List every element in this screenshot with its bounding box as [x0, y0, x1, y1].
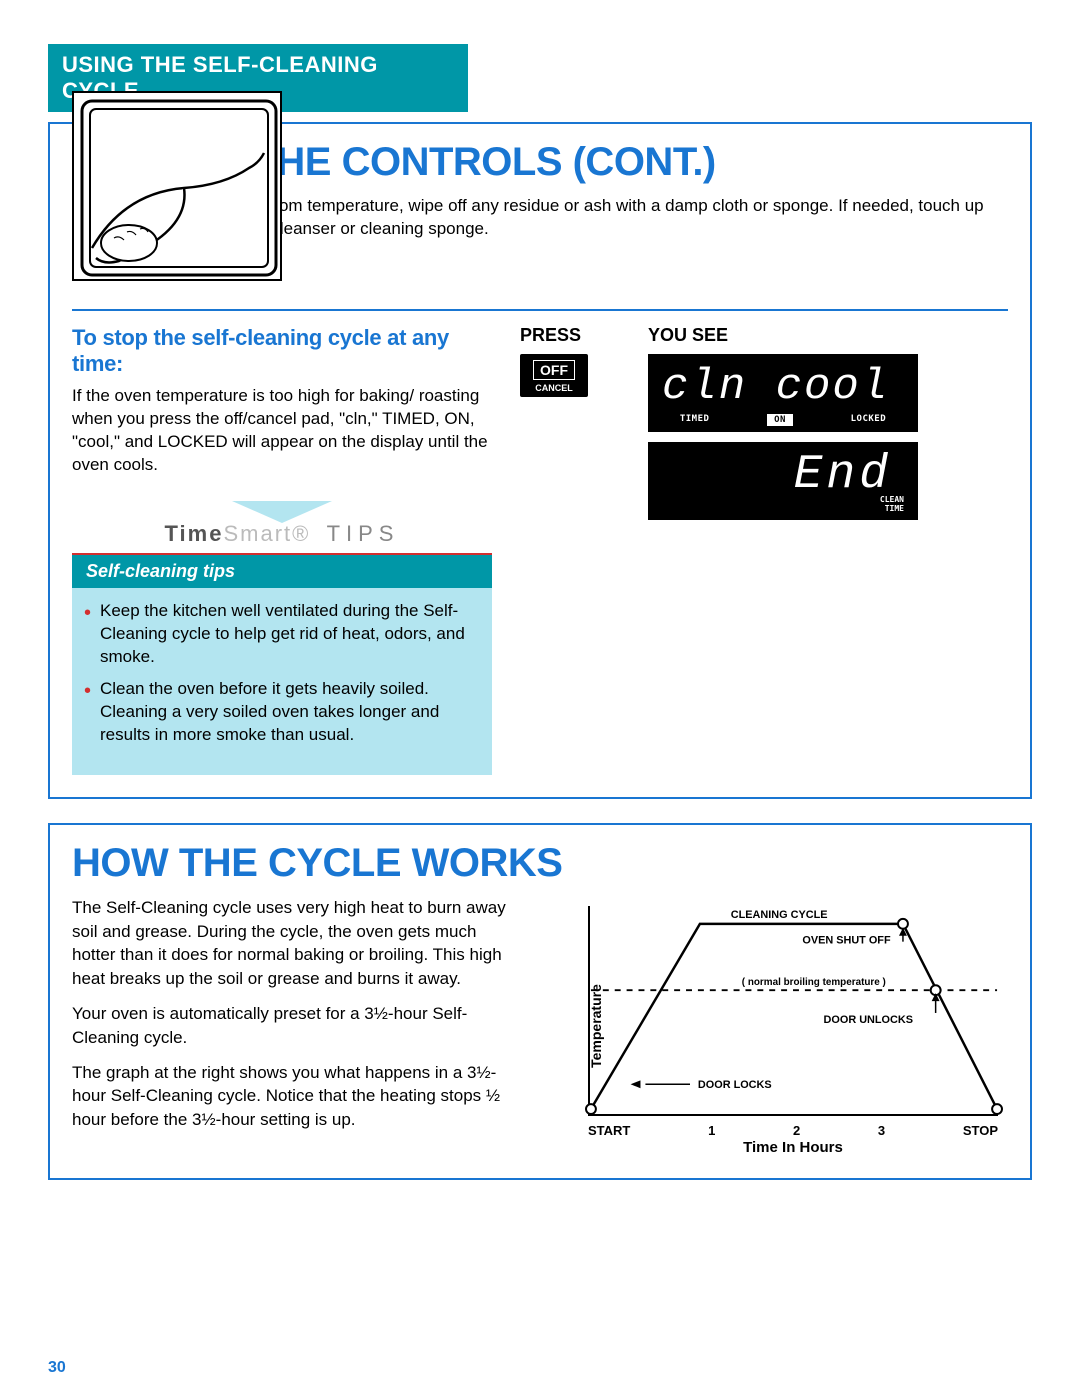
- press-label: PRESS: [520, 325, 630, 346]
- tick-2: 2: [793, 1123, 800, 1138]
- panel-setting-controls: SETTING THE CONTROLS (CONT.) 8. After th…: [48, 122, 1032, 799]
- off-cancel-button: OFF CANCEL: [520, 354, 588, 397]
- tip-item: Keep the kitchen well ventilated during …: [100, 600, 474, 669]
- lcd1-locked: LOCKED: [845, 414, 893, 426]
- svg-text:( normal broiling temperature: ( normal broiling temperature ): [742, 977, 886, 988]
- yousee-label: YOU SEE: [648, 325, 1008, 346]
- p2-para2: Your oven is automatically preset for a …: [72, 1002, 520, 1049]
- cancel-text: CANCEL: [526, 383, 582, 393]
- svg-text:DOOR UNLOCKS: DOOR UNLOCKS: [824, 1014, 913, 1026]
- lcd1-timed: TIMED: [674, 414, 716, 426]
- stop-body: If the oven temperature is too high for …: [72, 385, 502, 477]
- page-number: 30: [48, 1359, 66, 1377]
- chart-xlabel: Time In Hours: [588, 1139, 998, 1156]
- p2-para1: The Self-Cleaning cycle uses very high h…: [72, 896, 520, 990]
- svg-text:DOOR LOCKS: DOOR LOCKS: [698, 1079, 772, 1091]
- lcd2-time: TIME: [880, 505, 904, 514]
- lcd-display-1: cln cool TIMED ON LOCKED: [648, 354, 918, 432]
- triangle-icon: [232, 501, 332, 523]
- tip-item: Clean the oven before it gets heavily so…: [100, 678, 474, 747]
- panel-how-cycle-works: HOW THE CYCLE WORKS The Self-Cleaning cy…: [48, 823, 1032, 1180]
- p2-para3: The graph at the right shows you what ha…: [72, 1061, 520, 1131]
- tick-stop: STOP: [963, 1123, 998, 1138]
- stop-title: To stop the self-cleaning cycle at any t…: [72, 325, 502, 377]
- tips-smart: Smart®: [223, 521, 310, 546]
- tips-bar: Self-cleaning tips: [72, 553, 492, 588]
- tips-brand: Time: [165, 521, 224, 546]
- lcd1-on: ON: [767, 414, 793, 426]
- cycle-chart: Temperature: [548, 896, 1008, 1156]
- off-text: OFF: [533, 360, 575, 380]
- tick-start: START: [588, 1123, 630, 1138]
- panel2-title: HOW THE CYCLE WORKS: [72, 841, 1008, 886]
- tips-word: TIPS: [327, 521, 400, 546]
- tick-1: 1: [708, 1123, 715, 1138]
- lcd-display-2: End CLEAN TIME: [648, 442, 918, 520]
- tick-3: 3: [878, 1123, 885, 1138]
- divider: [72, 309, 1008, 311]
- lcd1-text: cln cool: [662, 362, 904, 412]
- lcd2-text: End: [794, 448, 892, 502]
- tips-box: TimeSmart® TIPS Self-cleaning tips Keep …: [72, 501, 492, 776]
- svg-text:OVEN SHUT OFF: OVEN SHUT OFF: [802, 935, 891, 947]
- wipe-illustration: [72, 91, 282, 281]
- chart-xticks: START 1 2 3 STOP: [588, 1123, 998, 1138]
- chart-cleaning-label: CLEANING CYCLE: [731, 909, 828, 921]
